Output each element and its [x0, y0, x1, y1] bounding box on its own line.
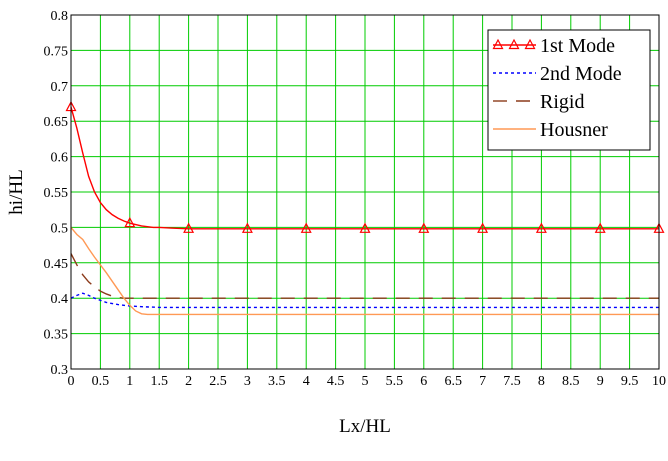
- legend-label: 1st Mode: [540, 35, 615, 57]
- y-tick-label: 0.45: [44, 257, 69, 272]
- x-tick-label: 3: [244, 374, 251, 389]
- data-point-marker: [124, 216, 136, 228]
- legend-label: 2nd Mode: [540, 63, 622, 85]
- legend-marker: [524, 38, 536, 50]
- x-tick-label: 6.5: [444, 374, 462, 389]
- y-tick-label: 0.65: [44, 115, 69, 130]
- legend-label: Rigid: [540, 91, 584, 113]
- x-tick-label: 4: [303, 374, 310, 389]
- x-tick-label: 10: [652, 374, 666, 389]
- legend-label: Housner: [540, 119, 608, 141]
- x-tick-label: 5: [362, 374, 369, 389]
- x-tick-label: 9: [597, 374, 604, 389]
- y-tick-label: 0.5: [51, 221, 69, 236]
- x-tick-label: 6: [420, 374, 427, 389]
- x-tick-label: 9.5: [621, 374, 639, 389]
- x-tick-label: 2.5: [209, 374, 227, 389]
- data-point-marker: [359, 222, 371, 233]
- plot-frame: [70, 14, 660, 370]
- x-tick-label: 8.5: [562, 374, 580, 389]
- series-rigid: [70, 253, 659, 299]
- data-point-marker: [300, 222, 312, 233]
- y-tick-label: 0.55: [44, 186, 69, 201]
- y-tick-label: 0.3: [51, 363, 69, 378]
- series-line-housner: [70, 226, 659, 316]
- legend-marker: [508, 38, 520, 50]
- x-tick-label: 7: [479, 374, 486, 389]
- y-axis-label: hi/HL: [6, 169, 27, 214]
- x-tick-label: 4.5: [327, 374, 345, 389]
- x-tick-label: 8: [538, 374, 545, 389]
- legend-marker: [492, 38, 504, 50]
- series-line-2nd-mode: [70, 292, 659, 309]
- y-tick-label: 0.7: [51, 80, 69, 95]
- series-line-rigid: [70, 253, 659, 299]
- x-tick-label: 0.5: [92, 374, 110, 389]
- x-tick-label: 3.5: [268, 374, 286, 389]
- x-tick-label: 1.5: [150, 374, 168, 389]
- data-point-marker: [183, 222, 195, 233]
- legend: 1st Mode 2nd Mode Rigid Housner: [487, 29, 651, 151]
- y-tick-label: 0.35: [44, 328, 69, 343]
- legend-items: 1st Mode 2nd Mode Rigid Housner: [492, 35, 622, 141]
- legend-box: [487, 29, 651, 151]
- legend-entry-2nd-mode: 2nd Mode: [493, 63, 622, 85]
- series-housner: [70, 226, 659, 316]
- legend-entry-1st-mode: 1st Mode: [492, 35, 615, 57]
- x-tick-label: 0: [68, 374, 75, 389]
- y-axis-ticks: 0.3 0.35 0.4 0.45 0.5 0.55 0.6 0.65 0.7 0.75 0.8: [44, 9, 69, 378]
- y-tick-label: 0.75: [44, 44, 69, 59]
- legend-entry-housner: Housner: [493, 119, 608, 141]
- data-point-marker: [418, 222, 430, 233]
- y-tick-label: 0.4: [51, 292, 69, 307]
- data-point-marker: [241, 222, 253, 233]
- series-layer: [65, 100, 665, 316]
- data-point-marker: [477, 222, 489, 233]
- series-2nd-mode: [70, 292, 659, 309]
- x-tick-label: 7.5: [503, 374, 521, 389]
- y-tick-label: 0.8: [51, 9, 69, 24]
- x-tick-label: 2: [185, 374, 192, 389]
- x-axis-label: Lx/HL: [339, 416, 391, 437]
- data-point-marker: [594, 222, 606, 233]
- y-tick-label: 0.6: [51, 151, 69, 166]
- legend-entry-rigid: Rigid: [493, 91, 584, 113]
- x-tick-label: 5.5: [386, 374, 404, 389]
- x-axis-ticks: 0 0.5 1 1.5 2 2.5 3 3.5 4 4.5 5 5.5 6 6.5 7 7.5 8 8.5 9 9.5…: [68, 374, 667, 389]
- x-tick-label: 1: [126, 374, 133, 389]
- series-line-1st-mode: [70, 106, 659, 230]
- data-point-marker: [535, 222, 547, 233]
